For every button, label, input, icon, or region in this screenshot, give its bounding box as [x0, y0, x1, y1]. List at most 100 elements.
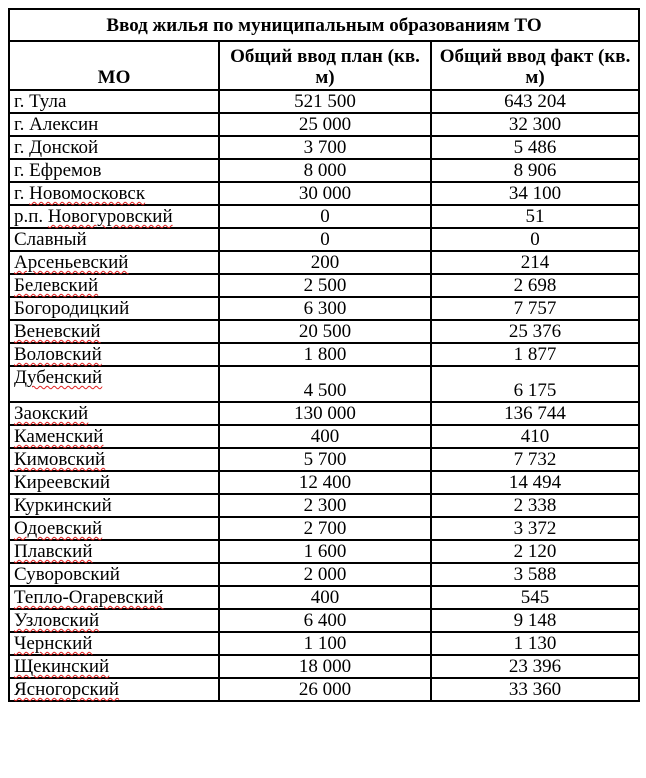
fact-cell: 3 588: [429, 562, 641, 587]
fact-cell: 2 120: [429, 539, 641, 564]
plan-cell: 20 500: [218, 319, 432, 344]
mo-cell: Веневский: [8, 319, 220, 344]
plan-cell: 2 300: [218, 493, 432, 518]
mo-cell: г. Алексин: [8, 112, 220, 137]
mo-cell: Киреевский: [8, 470, 220, 495]
fact-cell-text: 1 130: [513, 633, 557, 654]
fact-cell-text: 2 698: [513, 275, 557, 296]
plan-cell-text: 8 000: [303, 160, 347, 181]
table-row: Белевский 2 500 2 698: [8, 273, 641, 298]
plan-cell: 4 500: [218, 365, 432, 403]
plan-cell: 1 600: [218, 539, 432, 564]
fact-cell: 34 100: [429, 181, 641, 206]
fact-cell: 643 204: [429, 89, 641, 114]
mo-cell: г. Новомосковск: [8, 181, 220, 206]
fact-cell-text: 8 906: [513, 160, 557, 181]
mo-cell: Плавский: [8, 539, 220, 564]
plan-cell-text: 20 500: [298, 321, 352, 342]
table-row: Арсеньевский 200 214: [8, 250, 641, 275]
fact-cell: 51: [429, 204, 641, 229]
fact-cell: 25 376: [429, 319, 641, 344]
fact-cell-text: 410: [520, 426, 550, 447]
fact-cell: 2 698: [429, 273, 641, 298]
mo-cell-text: Тепло-Огаревский: [14, 587, 164, 608]
mo-cell: Суворовский: [8, 562, 220, 587]
mo-cell: Одоевский: [8, 516, 220, 541]
mo-cell: Каменский: [8, 424, 220, 449]
plan-cell: 1 100: [218, 631, 432, 656]
mo-cell: р.п. Новогуровский: [8, 204, 220, 229]
fact-cell: 0: [429, 227, 641, 252]
mo-cell: Заокский: [8, 401, 220, 426]
plan-cell: 6 400: [218, 608, 432, 633]
plan-cell-text: 200: [310, 252, 340, 273]
fact-cell: 8 906: [429, 158, 641, 183]
plan-cell: 2 500: [218, 273, 432, 298]
plan-cell-text: 6 300: [303, 298, 347, 319]
mo-cell-text: Плавский: [14, 541, 93, 562]
mo-cell-text: Чернский: [14, 633, 93, 654]
plan-cell-text: 0: [320, 206, 330, 227]
mo-cell-text: Ясногорский: [14, 679, 120, 700]
mo-cell-text: р.п. Новогуровский: [14, 206, 173, 227]
plan-cell-text: 2 500: [303, 275, 347, 296]
mo-cell-text: г. Тула: [14, 91, 67, 112]
mo-cell: Дубенский: [8, 365, 220, 403]
table-row: Заокский 130 000 136 744: [8, 401, 641, 426]
fact-cell-text: 25 376: [508, 321, 562, 342]
plan-cell-text: 1 100: [303, 633, 347, 654]
mo-cell-text: Арсеньевский: [14, 252, 129, 273]
fact-cell-text: 23 396: [508, 656, 562, 677]
mo-cell-text: г. Ефремов: [14, 160, 102, 181]
table-row: г. Донской 3 700 5 486: [8, 135, 641, 160]
plan-cell-text: 521 500: [294, 91, 356, 112]
plan-cell: 18 000: [218, 654, 432, 679]
mo-cell-text: г. Донской: [14, 137, 99, 158]
mo-cell-text: Щекинский: [14, 656, 110, 677]
fact-cell-text: 33 360: [508, 679, 562, 700]
fact-cell: 6 175: [429, 365, 641, 403]
mo-cell-text: Кимовский: [14, 449, 106, 470]
table-row: г. Новомосковск 30 000 34 100: [8, 181, 641, 206]
fact-cell-text: 545: [520, 587, 550, 608]
mo-cell-text: Суворовский: [14, 564, 120, 585]
mo-cell-text: Славный: [14, 229, 87, 250]
fact-cell: 7 732: [429, 447, 641, 472]
plan-cell-text: 3 700: [303, 137, 347, 158]
plan-cell: 26 000: [218, 677, 432, 702]
mo-cell: Богородицкий: [8, 296, 220, 321]
mo-cell: Узловский: [8, 608, 220, 633]
plan-cell: 5 700: [218, 447, 432, 472]
mo-cell: Тепло-Огаревский: [8, 585, 220, 610]
plan-cell-text: 1 600: [303, 541, 347, 562]
fact-cell: 32 300: [429, 112, 641, 137]
table-row: Кимовский 5 700 7 732: [8, 447, 641, 472]
mo-cell: Щекинский: [8, 654, 220, 679]
fact-cell: 14 494: [429, 470, 641, 495]
table-title: Ввод жилья по муниципальным образованиям…: [7, 8, 641, 42]
table-row: г. Алексин 25 000 32 300: [8, 112, 641, 137]
plan-cell-text: 30 000: [298, 183, 352, 204]
plan-cell-text: 12 400: [298, 472, 352, 493]
table-row: г. Тула 521 500 643 204: [8, 89, 641, 114]
table-row: Ясногорский 26 000 33 360: [8, 677, 641, 702]
plan-cell-text: 2 300: [303, 495, 347, 516]
fact-cell: 410: [429, 424, 641, 449]
plan-cell-text: 25 000: [298, 114, 352, 135]
plan-cell-text: 2 700: [303, 518, 347, 539]
housing-table: Ввод жилья по муниципальным образованиям…: [7, 8, 641, 702]
fact-cell: 2 338: [429, 493, 641, 518]
plan-cell: 521 500: [218, 89, 432, 114]
fact-cell-text: 214: [520, 252, 550, 273]
mo-cell: г. Тула: [8, 89, 220, 114]
table-row: Щекинский 18 000 23 396: [8, 654, 641, 679]
plan-cell: 30 000: [218, 181, 432, 206]
mo-cell-text: Узловский: [14, 610, 100, 631]
plan-cell: 200: [218, 250, 432, 275]
table-row: Славный 0 0: [8, 227, 641, 252]
table-row: Узловский 6 400 9 148: [8, 608, 641, 633]
fact-cell-text: 5 486: [513, 137, 557, 158]
mo-cell: г. Донской: [8, 135, 220, 160]
fact-cell: 1 877: [429, 342, 641, 367]
header-fact: Общий ввод факт (кв. м): [429, 40, 641, 91]
